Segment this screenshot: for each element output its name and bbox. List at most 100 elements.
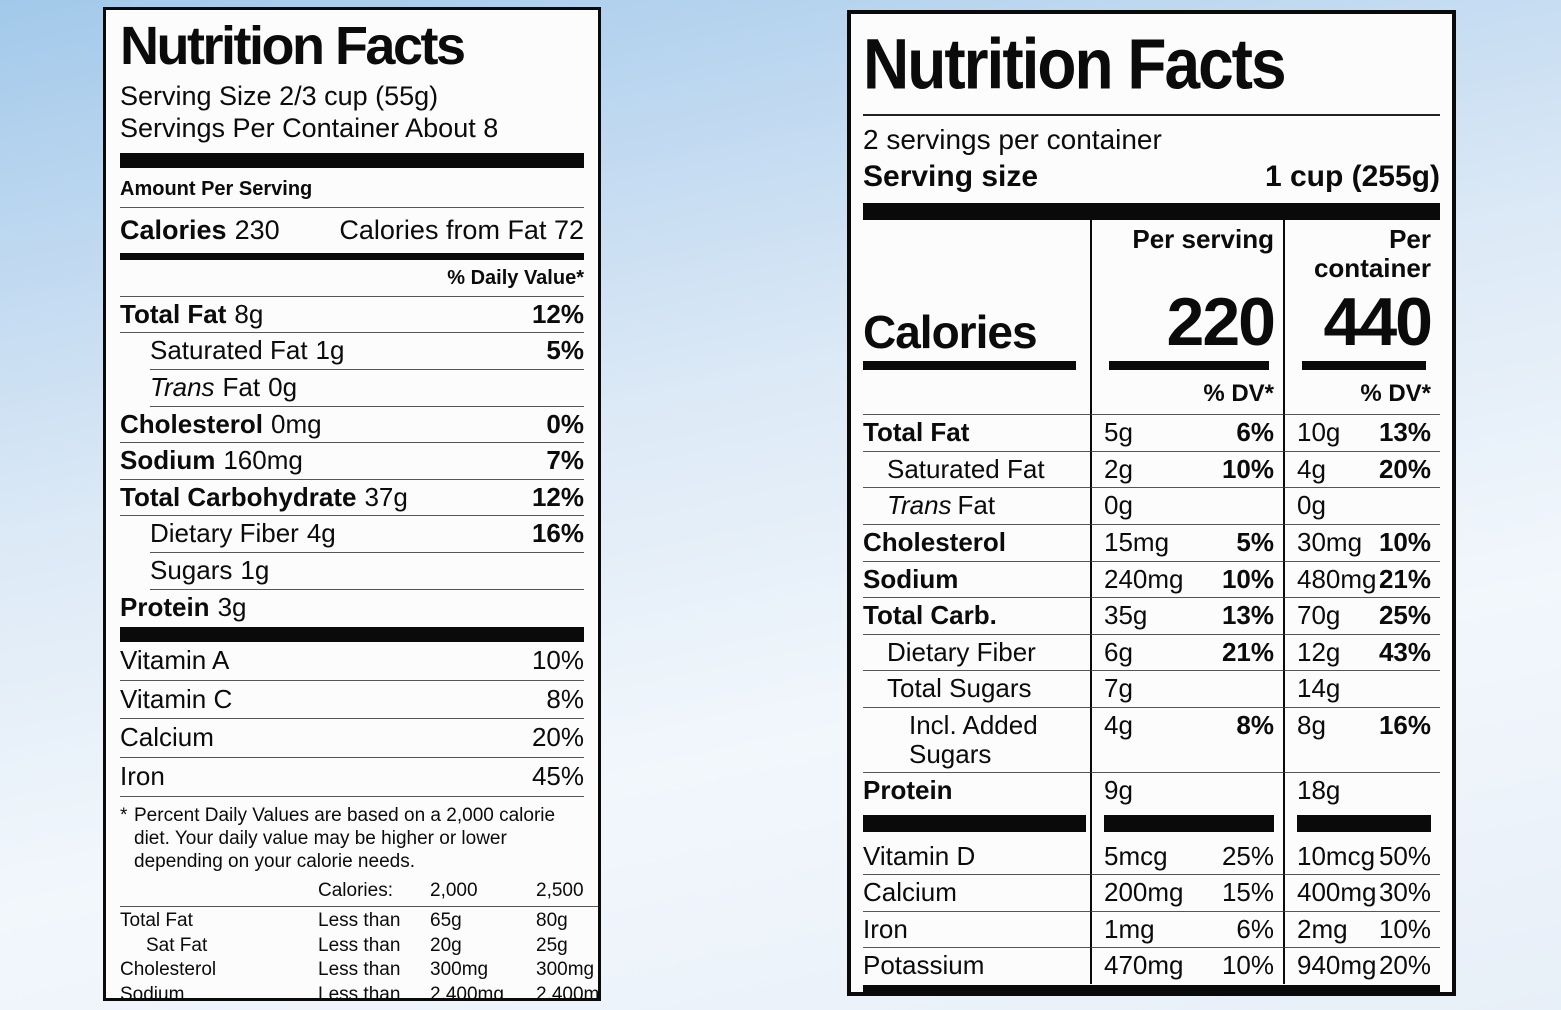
nutrient-label-italic: Trans xyxy=(150,371,215,402)
amount: 70g xyxy=(1297,600,1341,631)
per-container-cell: 480mg 21% xyxy=(1283,561,1440,599)
nutrient-row-sodium: Sodium 160mg 7% xyxy=(120,443,584,480)
nutrient-dv: 12% xyxy=(531,481,584,512)
dv: 10% xyxy=(1221,950,1274,981)
vitamin-label: Iron xyxy=(120,760,165,791)
nutrient-row-saturated-fat: Saturated Fat 1g 5% xyxy=(150,333,584,370)
nutrient-label: Total Fat xyxy=(120,298,227,329)
amount: 4g xyxy=(1297,453,1326,484)
nutrient-name: Sodium 160mg xyxy=(120,446,303,475)
footnote: * Percent Daily Values are based on a 2,… xyxy=(120,804,584,874)
nutrient-label: Fat xyxy=(222,371,261,402)
calories-per-container-value: 440 xyxy=(1323,284,1433,361)
nutrient-amount: 160mg xyxy=(223,445,303,476)
amount: 2mg xyxy=(1297,913,1348,944)
per-serving-cell: 5g 6% xyxy=(1090,415,1283,452)
vitamin-dv: 8% xyxy=(546,683,584,714)
per-container-cell: 2mg 10% xyxy=(1283,911,1440,949)
nutrient-dv: 0% xyxy=(546,408,584,439)
nutrient-row-cholesterol: Cholesterol 0mg 0% xyxy=(120,407,584,444)
vitamin-row-iron: Iron 45% xyxy=(120,758,584,797)
dv: 8% xyxy=(1236,709,1274,740)
per-serving-cell: 9g xyxy=(1090,773,1283,809)
calories-value: 230 xyxy=(234,214,280,245)
nutrient-label: Incl. Added Sugars xyxy=(863,708,1090,774)
ref-row-qualifier: Less than xyxy=(318,910,401,932)
nutrient-name: Total Carbohydrate 37g xyxy=(120,482,408,512)
separator-bar-thick xyxy=(863,814,1086,832)
calories-label: Calories xyxy=(120,214,227,245)
nutrition-label-old: Nutrition Facts Serving Size 2/3 cup (55… xyxy=(103,7,601,1001)
per-serving-cell: 35g 13% xyxy=(1090,598,1283,635)
per-container-cell: 4g 20% xyxy=(1283,451,1440,489)
ref-header-calories: Calories: xyxy=(318,878,430,908)
vitamin-label: Vitamin A xyxy=(120,645,230,676)
nutrient-amount: 1g xyxy=(240,554,270,585)
amount: 480mg xyxy=(1297,563,1377,594)
amount: 8g xyxy=(1297,709,1326,740)
servings-per-container-line: 2 servings per container xyxy=(863,124,1162,155)
dv: 20% xyxy=(1378,950,1431,981)
nutrient-row-total-carbohydrate: Total Carbohydrate 37g 12% xyxy=(120,480,584,517)
dv: 21% xyxy=(1378,563,1431,594)
ref-row-v2500: 300mg xyxy=(536,959,595,981)
ref-row-v2000: 300mg xyxy=(430,959,489,981)
per-container-cell: 18g xyxy=(1283,773,1440,809)
dv-header-per-container: % DV* xyxy=(1283,373,1440,416)
amount: 30mg xyxy=(1297,526,1363,557)
segment-bar-cell xyxy=(1090,808,1283,839)
amount: 5mcg xyxy=(1104,840,1168,871)
col-header-spacer xyxy=(863,220,1090,286)
per-serving-cell: 15mg 5% xyxy=(1090,524,1283,562)
nutrient-row-trans-fat: Trans Fat 0g xyxy=(150,370,584,407)
ref-row-v2500: 80g xyxy=(536,910,568,932)
separator-bar-thick xyxy=(863,203,1440,220)
nutrient-name: Protein 3g xyxy=(120,592,247,622)
vitamin-row-vitamin-a: Vitamin A 10% xyxy=(120,642,584,681)
per-container-cell: 400mg 30% xyxy=(1283,875,1440,912)
nutrient-row-sugars: Sugars 1g xyxy=(150,553,584,590)
ref-row-v2000: 20g xyxy=(430,934,462,956)
vitamin-label: Vitamin D xyxy=(863,839,1090,876)
amount: 2g xyxy=(1104,453,1133,484)
dv: 10% xyxy=(1378,526,1431,557)
nutrient-label: Sugars xyxy=(150,554,233,585)
amount: 14g xyxy=(1297,673,1341,704)
calories-value-group: Calories 230 xyxy=(120,215,280,246)
amount: 9g xyxy=(1104,775,1133,806)
dv: 13% xyxy=(1221,600,1274,631)
per-container-cell: 30mg 10% xyxy=(1283,524,1440,562)
per-serving-cell: 470mg 10% xyxy=(1090,948,1283,985)
ref-row-qualifier: Less than xyxy=(318,983,401,1001)
vitamin-label: Iron xyxy=(863,912,1090,949)
ref-row-qualifier: Less than xyxy=(318,934,401,956)
footnote-asterisk: * xyxy=(120,804,128,826)
nutrient-label: Saturated Fat xyxy=(863,452,1090,489)
daily-value-header: % Daily Value* xyxy=(120,260,584,297)
per-serving-cell: 200mg 15% xyxy=(1090,875,1283,912)
calories-underline xyxy=(863,360,1076,370)
nutrient-name: Saturated Fat 1g xyxy=(150,336,344,365)
dv: 5% xyxy=(1236,526,1274,557)
nutrient-label: Sodium xyxy=(863,562,1090,599)
segment-bar-cell xyxy=(863,809,1090,839)
nutrient-label: Dietary Fiber xyxy=(863,635,1090,672)
ref-row-label: Cholesterol xyxy=(120,959,217,981)
nutrient-name: Sugars 1g xyxy=(150,556,269,585)
per-container-cell: 14g xyxy=(1283,671,1440,708)
ref-header-spacer xyxy=(120,878,318,908)
amount: 940mg xyxy=(1297,950,1377,981)
amount: 12g xyxy=(1297,636,1341,667)
amount: 15mg xyxy=(1104,526,1170,557)
nutrient-label: Sodium xyxy=(120,445,216,476)
serving-size-line: Serving Size 2/3 cup (55g) xyxy=(120,80,439,111)
ref-row-v2000: 65g xyxy=(430,910,462,932)
nutrient-row-dietary-fiber: Dietary Fiber 4g 16% xyxy=(150,516,584,553)
nutrient-label: Dietary Fiber xyxy=(150,518,299,549)
per-container-cell: 70g 25% xyxy=(1283,598,1440,635)
serving-size-label: Serving size xyxy=(863,160,1039,193)
ref-row-label: Total Fat xyxy=(120,910,193,932)
nutrition-label-new: Nutrition Facts 2 servings per container… xyxy=(847,10,1456,996)
calories-label: Calories xyxy=(863,305,1038,358)
